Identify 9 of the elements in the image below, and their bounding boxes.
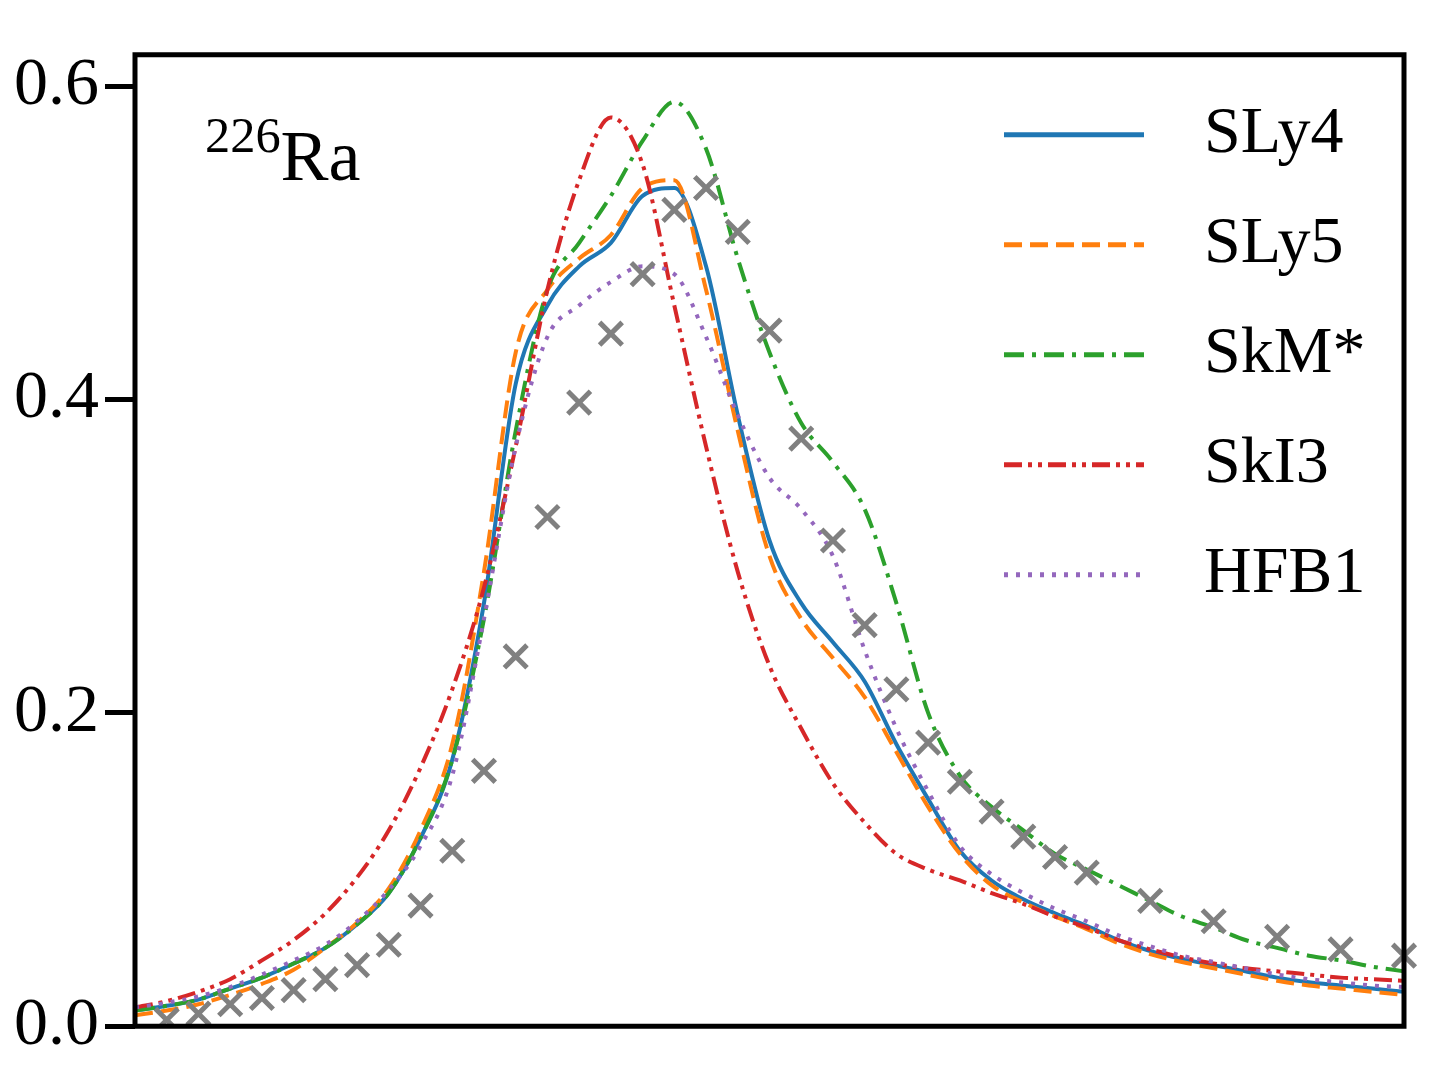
legend-label: SLy4	[1204, 93, 1344, 167]
legend-label: SkM*	[1204, 313, 1366, 387]
legend-label: SLy5	[1204, 203, 1344, 277]
legend-label: SkI3	[1204, 423, 1329, 497]
y-tick-label: 0.6	[14, 42, 99, 119]
legend-label: HFB1	[1204, 533, 1366, 607]
y-tick-label: 0.4	[14, 356, 99, 433]
y-tick-label: 0.2	[14, 669, 99, 746]
y-tick-label: 0.0	[14, 983, 99, 1060]
